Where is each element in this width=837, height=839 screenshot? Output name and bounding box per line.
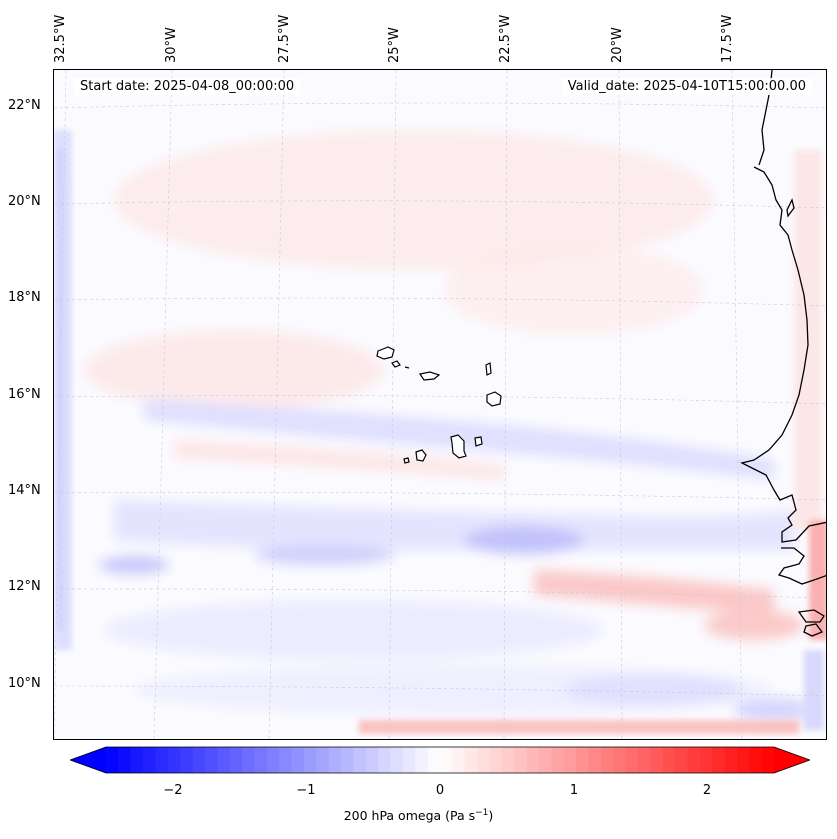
lat-label-20n: 20°N [8,194,41,209]
colorbar-segment [662,747,676,773]
lat-label-18n: 18°N [8,290,41,305]
colorbar-segment [563,747,577,773]
colorbar-segment [242,747,256,773]
colorbar-segment [637,747,651,773]
colorbar-segment [204,747,218,773]
colorbar-svg [68,746,812,774]
colorbar-segment [217,747,231,773]
colorbar-tick-0: 0 [435,783,445,798]
colorbar-tick-2: 2 [702,783,712,798]
colorbar-segment [130,747,144,773]
island-santiago [450,434,467,459]
colorbar-segment [229,747,243,773]
colorbar-segment [675,747,689,773]
omega-shading [84,130,814,722]
colorbar-segment [600,747,614,773]
colorbar-segment [588,747,602,773]
colorbar-label-sup: −1 [475,808,489,818]
colorbar-segment [328,747,342,773]
colorbar-segment [625,747,639,773]
colorbar-tick-minus-2: −2 [163,783,183,798]
island-sao-nicolau [419,371,441,381]
colorbar-segment [266,747,280,773]
colorbar-label-text: 200 hPa omega (Pa s [343,808,476,824]
lon-label-17-5w: 17.5°W [720,14,735,63]
colorbar-segment [402,747,416,773]
colorbar-segment [613,747,627,773]
colorbar-segment [538,747,552,773]
colorbar-segment [180,747,194,773]
lon-label-20w: 20°W [610,27,625,63]
graticule [54,70,826,739]
colorbar-extend-max [774,747,810,773]
colorbar-segment [341,747,355,773]
colorbar-segment [291,747,305,773]
island-maio [474,436,483,447]
colorbar-segment [427,747,441,773]
lon-label-25w: 25°W [387,27,402,63]
lon-label-22-5w: 22.5°W [498,14,513,63]
island-brava [403,457,410,464]
colorbar-segment [378,747,392,773]
colorbar-segment [699,747,713,773]
colorbar-segment [650,747,664,773]
start-date-label: Start date: 2025-04-08_00:00:00 [74,78,301,95]
colorbar-segment [143,747,157,773]
colorbar-segment [526,747,540,773]
island-santa-luzia [404,366,410,369]
colorbar-segment [415,747,429,773]
lat-label-16n: 16°N [8,387,41,402]
colorbar-segment [452,747,466,773]
colorbar-segment [365,747,379,773]
colorbar-segment [106,747,119,773]
island-fogo [415,449,427,462]
omega-field-map [54,70,826,739]
lat-label-22n: 22°N [8,98,41,113]
colorbar [68,745,812,775]
valid-date-label: Valid_date: 2025-04-10T15:00:00.00 [561,78,812,95]
colorbar-label-end: ) [488,808,494,824]
colorbar-segment [749,747,763,773]
colorbar-segment [303,747,317,773]
island-sal [485,362,492,376]
colorbar-tick-minus-1: −1 [296,783,316,798]
colorbar-segment [118,747,132,773]
lon-label-32-5w: 32.5°W [53,14,68,63]
colorbar-segment [464,747,478,773]
colorbar-segment [155,747,169,773]
lat-label-12n: 12°N [8,579,41,594]
colorbar-segment [761,747,775,773]
colorbar-segment [167,747,181,773]
island-sao-vicente [391,360,401,368]
colorbar-segment [477,747,491,773]
lon-label-30w: 30°W [164,27,179,63]
island-santo-antao [376,346,395,360]
colorbar-segment [576,747,590,773]
colorbar-label: 200 hPa omega (Pa s−1) [0,808,837,823]
colorbar-segment [390,747,404,773]
lat-label-10n: 10°N [8,676,41,691]
island-boa-vista [486,391,502,407]
colorbar-segment [440,747,453,773]
colorbar-segment [514,747,528,773]
cape-verde-islands [376,346,502,464]
lon-label-27-5w: 27.5°W [277,14,292,63]
colorbar-segment [724,747,738,773]
colorbar-segment [353,747,367,773]
colorbar-segment [687,747,701,773]
colorbar-segment [279,747,293,773]
colorbar-segment [736,747,750,773]
colorbar-extend-min [70,747,106,773]
colorbar-segment [501,747,515,773]
lat-label-14n: 14°N [8,483,41,498]
colorbar-segment [316,747,330,773]
map-panel: Start date: 2025-04-08_00:00:00 Valid_da… [53,69,827,740]
colorbar-tick-1: 1 [569,783,579,798]
colorbar-segment [254,747,268,773]
colorbar-segment [489,747,503,773]
colorbar-segment [712,747,726,773]
colorbar-segment [192,747,206,773]
colorbar-segment [551,747,565,773]
